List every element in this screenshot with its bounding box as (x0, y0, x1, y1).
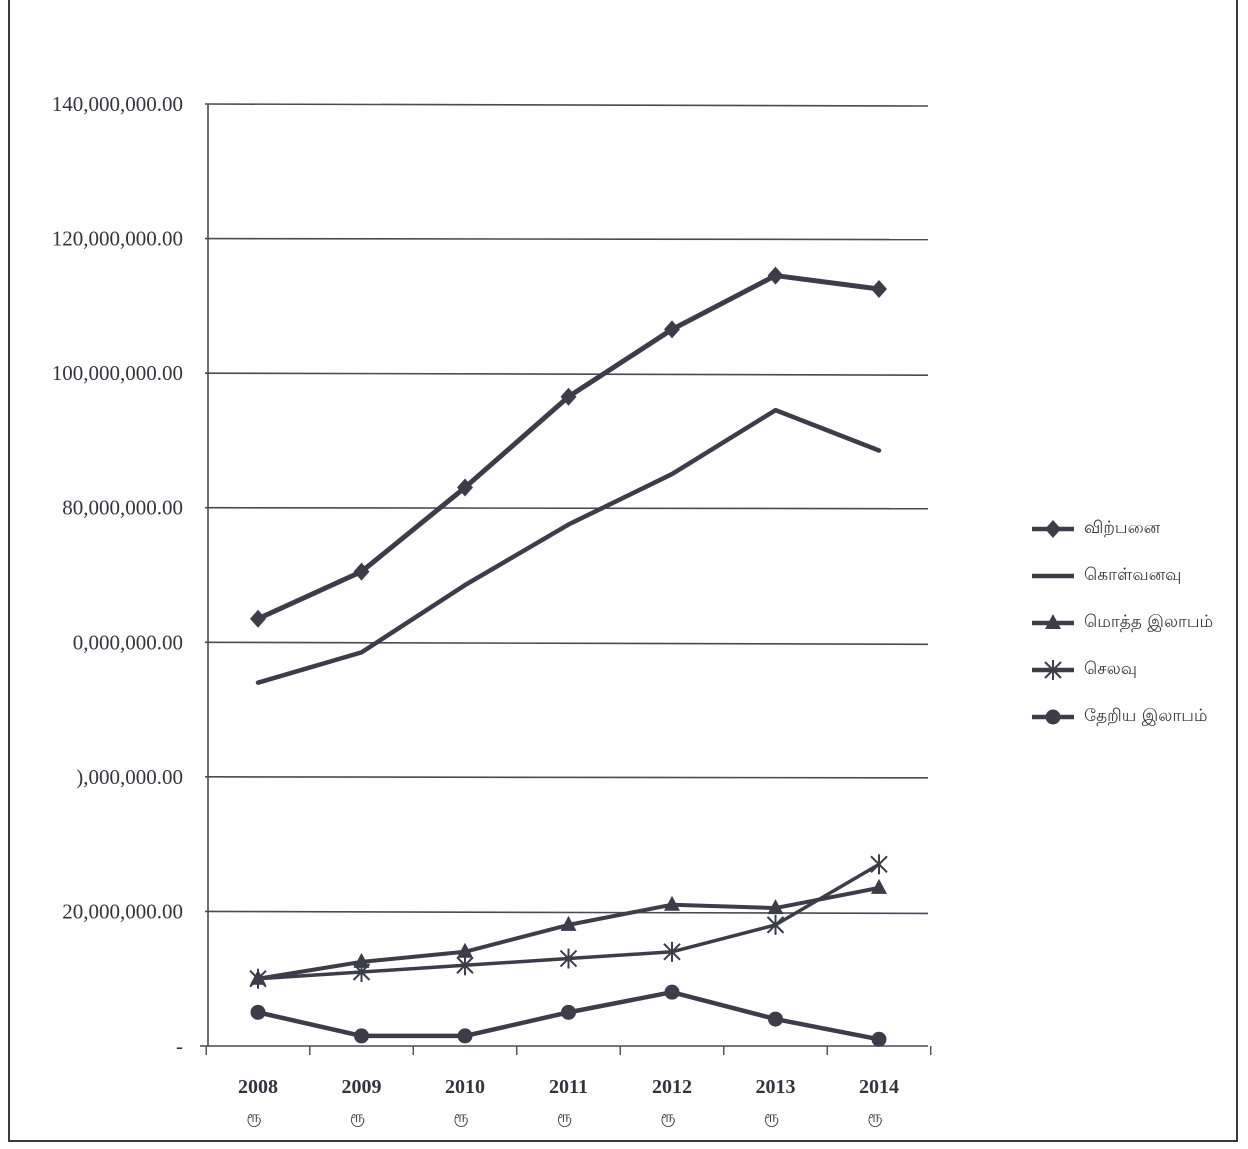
data-point (457, 478, 473, 497)
series-lines (249, 266, 888, 1047)
x-tick-label: 2011 (549, 1076, 588, 1098)
legend-swatch (1032, 573, 1074, 578)
data-point (353, 562, 370, 581)
data-point (560, 387, 577, 406)
series-1 (255, 407, 882, 685)
data-point (250, 609, 266, 628)
data-point (249, 968, 267, 989)
series-3 (249, 854, 888, 989)
data-point (457, 942, 473, 958)
data-point (767, 899, 784, 915)
x-tick-unit: ரூ (557, 1107, 572, 1127)
y-tick-label: 100,000,000.00 (52, 361, 183, 385)
data-point (871, 1031, 887, 1047)
legend-item: விற்பனை (1030, 505, 1235, 552)
data-point (664, 895, 680, 911)
legend-label: செலவு (1084, 658, 1138, 679)
data-point (354, 1028, 369, 1044)
legend-label: மொத்த இலாபம் (1084, 611, 1214, 632)
data-point (870, 854, 888, 875)
legend-label: கொள்வனவு (1084, 564, 1182, 585)
series-line (255, 407, 882, 685)
x-tick-unit: ரூ (247, 1107, 262, 1127)
x-tick-label: 2014 (859, 1076, 899, 1098)
x-tick-label: 2009 (342, 1076, 382, 1098)
x-tick-label: 2013 (756, 1076, 796, 1098)
legend-item: செலவு (1030, 646, 1235, 693)
data-point (767, 266, 784, 285)
data-point (768, 1011, 783, 1027)
data-point (353, 952, 370, 968)
gridline (204, 641, 929, 646)
x-tick-unit: ரூ (868, 1107, 883, 1127)
legend-swatch (1032, 519, 1074, 538)
data-point (559, 948, 578, 969)
series-0 (250, 266, 887, 628)
series-line (255, 273, 882, 622)
legend: விற்பனை கொள்வனவு மொத்த இலாபம் செலவு தேறிய இல… (1030, 505, 1235, 740)
x-tick-unit: ரூ (454, 1107, 469, 1127)
legend-swatch (1032, 613, 1074, 629)
y-tick-label: - (176, 1034, 183, 1058)
y-tick-label: 80,000,000.00 (62, 496, 183, 520)
series-2 (250, 878, 887, 985)
data-point (664, 320, 680, 339)
x-tick-unit: ரூ (661, 1107, 676, 1127)
gridline (204, 506, 929, 510)
data-point (871, 878, 887, 894)
data-point (250, 1004, 266, 1020)
y-tick-labels: - 20,000,000.00 ),000,000.00 0,000,000.00 80… (52, 92, 183, 1058)
gridlines (204, 103, 929, 915)
y-tick-label: 140,000,000.00 (52, 92, 183, 116)
gridline (204, 910, 929, 915)
gridline (204, 372, 929, 376)
x-tick-label: 2008 (238, 1076, 278, 1098)
series-4 (250, 984, 887, 1047)
y-tick-label: 0,000,000.00 (73, 630, 183, 654)
data-point (663, 941, 681, 962)
x-tick-unit: ரூ (764, 1107, 779, 1127)
x-tick-labels: 2008 ரூ 2009 ரூ 2010 ரூ 2011 ரூ 2012 ரூ 2013 ரூ 2014… (238, 1076, 899, 1127)
legend-item: கொள்வனவு (1030, 552, 1235, 599)
axes (200, 104, 932, 1055)
gridline (204, 237, 929, 241)
gridline (204, 776, 929, 779)
y-tick-label: 120,000,000.00 (52, 227, 183, 251)
data-point (456, 955, 474, 976)
legend-swatch (1032, 659, 1074, 680)
data-point (766, 914, 785, 935)
legend-label: விற்பனை (1084, 517, 1161, 538)
data-point (561, 1004, 576, 1020)
data-point (457, 1028, 473, 1044)
legend-label: தேறிய இலாபம் (1084, 705, 1208, 726)
data-point (664, 984, 680, 1000)
x-tick-unit: ரூ (350, 1107, 365, 1127)
data-point (352, 961, 371, 982)
legend-swatch (1032, 709, 1074, 724)
legend-item: தேறிய இலாபம் (1030, 693, 1235, 740)
gridline (204, 103, 929, 107)
legend-item: மொத்த இலாபம் (1030, 599, 1235, 646)
data-point (560, 915, 577, 931)
y-tick-label: 20,000,000.00 (62, 899, 183, 923)
x-tick-label: 2012 (652, 1076, 692, 1098)
data-point (871, 280, 887, 299)
y-tick-label: ),000,000.00 (76, 765, 183, 789)
x-tick-label: 2010 (445, 1076, 485, 1098)
chart-frame (8, 0, 1238, 1142)
